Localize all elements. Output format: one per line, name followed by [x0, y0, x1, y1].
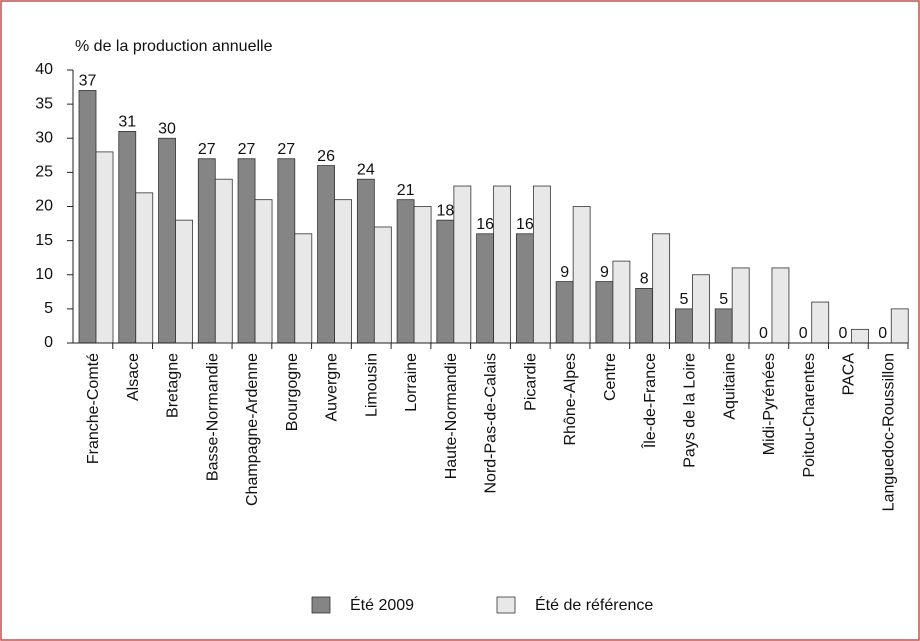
x-tick-label: Rhône-Alpes: [562, 353, 579, 446]
x-tick-label: Limousin: [363, 353, 380, 417]
bar: [652, 233, 671, 344]
legend-swatch: [496, 596, 516, 614]
y-tick-label: 20: [35, 198, 53, 215]
x-tick-label: Nord-Pas-de-Calais: [483, 353, 500, 494]
y-tick-label: 35: [35, 95, 53, 112]
data-label: 37: [79, 73, 97, 90]
x-tick-label: Bretagne: [165, 353, 182, 418]
bar: [595, 281, 614, 344]
data-label: 0: [839, 325, 848, 342]
data-label: 0: [799, 325, 808, 342]
data-label: 21: [397, 182, 415, 199]
data-label: 16: [476, 216, 494, 233]
data-label: 5: [719, 291, 728, 308]
legend-label: Été de référence: [535, 595, 653, 614]
x-tick-label: Alsace: [125, 353, 142, 401]
bar: [118, 131, 137, 344]
x-tick-label: Aquitaine: [721, 353, 738, 420]
bar: [95, 151, 114, 344]
y-tick-label: 10: [35, 266, 53, 283]
y-tick-label: 40: [35, 61, 53, 78]
bar: [413, 206, 432, 344]
bar: [254, 199, 273, 344]
bar: [214, 178, 233, 344]
bar: [317, 165, 335, 344]
bar: [771, 267, 790, 344]
bar: [356, 178, 375, 344]
bar: [851, 328, 869, 344]
data-label: 16: [516, 216, 534, 233]
x-tick-label: Languedoc-Roussillon: [880, 353, 897, 511]
y-axis-label: % de la production annuelle: [75, 38, 273, 55]
x-tick-label: Auvergne: [324, 353, 341, 422]
y-tick-label: 0: [44, 334, 53, 351]
bar: [675, 308, 693, 344]
data-label: 9: [560, 264, 569, 281]
legend-swatch: [311, 596, 331, 614]
bar: [476, 233, 495, 344]
bar: [493, 185, 512, 344]
legend-label: Été 2009: [350, 595, 414, 614]
x-tick-label: Centre: [602, 353, 619, 401]
data-label: 27: [277, 141, 295, 158]
x-tick-label: Picardie: [522, 353, 539, 411]
bar: [237, 158, 256, 344]
bar: [811, 301, 830, 344]
data-label: 24: [357, 161, 375, 178]
bar: [197, 158, 216, 344]
x-tick-label: PACA: [841, 353, 858, 396]
bar: [555, 281, 574, 344]
bar: [515, 233, 534, 344]
y-tick-label: 30: [35, 129, 53, 146]
bar: [158, 137, 176, 344]
bar: [635, 287, 654, 344]
data-label: 26: [317, 148, 335, 165]
bar: [78, 90, 97, 344]
data-label: 0: [759, 325, 768, 342]
x-tick-label: Haute-Normandie: [443, 353, 460, 479]
data-label: 27: [238, 141, 256, 158]
bar: [334, 199, 352, 344]
bar: [373, 226, 392, 344]
x-tick-label: Champagne-Ardenne: [244, 353, 261, 506]
bar: [396, 199, 415, 344]
data-label: 9: [600, 264, 609, 281]
data-label: 18: [436, 202, 454, 219]
bar: [572, 206, 591, 344]
data-label: 30: [158, 120, 176, 137]
bar: [692, 274, 710, 344]
bar: [294, 233, 313, 344]
bar: [453, 185, 472, 344]
bar: [135, 192, 154, 344]
data-label: 31: [118, 114, 136, 131]
bar: [175, 219, 193, 344]
data-label: 5: [679, 291, 688, 308]
x-tick-label: Midi-Pyrénées: [761, 353, 778, 455]
x-tick-label: Basse-Normandie: [204, 353, 221, 481]
y-tick-label: 5: [44, 300, 53, 317]
bar: [731, 267, 750, 344]
x-tick-label: Île-de-France: [640, 353, 659, 449]
bar: [612, 260, 631, 344]
x-tick-label: Poitou-Charentes: [801, 353, 818, 478]
bar: [277, 158, 296, 344]
bar: [714, 308, 733, 344]
data-label: 8: [640, 271, 649, 288]
x-tick-label: Lorraine: [403, 353, 420, 412]
y-tick-label: 25: [35, 164, 53, 181]
data-label: 27: [198, 141, 216, 158]
x-tick-label: Bourgogne: [284, 353, 301, 431]
y-tick-label: 15: [35, 232, 53, 249]
bar: [436, 219, 455, 344]
data-label: 0: [878, 325, 887, 342]
x-tick-label: Franche-Comté: [85, 353, 102, 464]
bar: [532, 185, 551, 344]
x-tick-label: Pays de la Loire: [682, 353, 699, 468]
bar: [890, 308, 909, 344]
